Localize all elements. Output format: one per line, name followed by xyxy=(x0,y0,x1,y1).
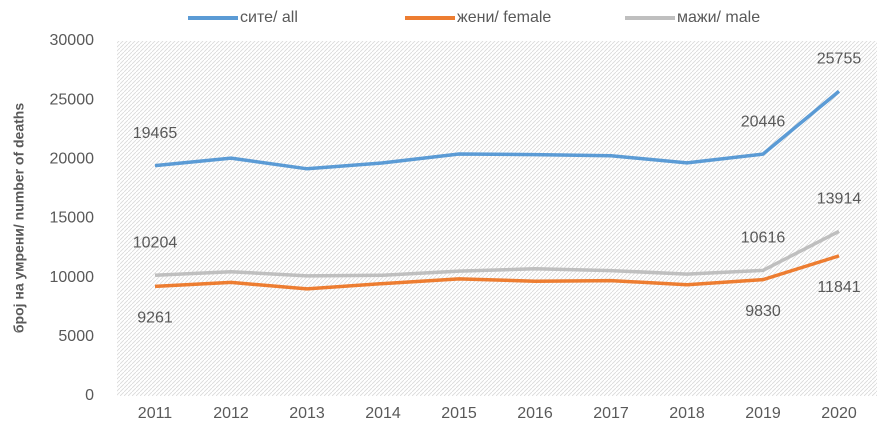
y-tick-label: 30000 xyxy=(50,32,95,49)
data-label: 25755 xyxy=(817,50,862,67)
y-tick-label: 10000 xyxy=(50,269,95,286)
x-tick-label: 2017 xyxy=(593,405,629,422)
x-tick-label: 2013 xyxy=(289,405,325,422)
data-label: 10616 xyxy=(741,230,786,247)
data-label: 13914 xyxy=(817,191,862,208)
x-tick-label: 2020 xyxy=(821,405,857,422)
data-label: 9830 xyxy=(745,303,781,320)
line xyxy=(154,89,841,171)
y-tick-label: 20000 xyxy=(50,151,95,168)
y-tick-label: 25000 xyxy=(50,91,95,108)
x-tick-label: 2016 xyxy=(517,405,553,422)
data-label: 9261 xyxy=(137,310,173,327)
y-tick-label: 15000 xyxy=(50,210,95,227)
y-tick-label: 0 xyxy=(85,387,94,404)
x-tick-label: 2019 xyxy=(745,405,781,422)
legend-label: мажи/ male xyxy=(677,9,760,26)
data-label: 19465 xyxy=(133,125,178,142)
data-label: 11841 xyxy=(817,279,860,296)
x-tick-label: 2018 xyxy=(669,405,705,422)
legend-label: сите/ all xyxy=(240,9,298,26)
y-tick-label: 5000 xyxy=(58,328,94,345)
line xyxy=(154,254,840,291)
x-tick-label: 2011 xyxy=(138,405,173,422)
x-tick-label: 2015 xyxy=(441,405,477,422)
y-axis-title: број на умрени/ number of deaths xyxy=(11,103,27,333)
data-label: 10204 xyxy=(133,234,178,251)
data-label: 20446 xyxy=(741,113,786,130)
x-tick-label: 2014 xyxy=(365,405,401,422)
line xyxy=(154,229,840,278)
legend-label: жени/ female xyxy=(457,9,551,26)
plot-area xyxy=(117,41,877,396)
x-tick-label: 2012 xyxy=(213,405,249,422)
